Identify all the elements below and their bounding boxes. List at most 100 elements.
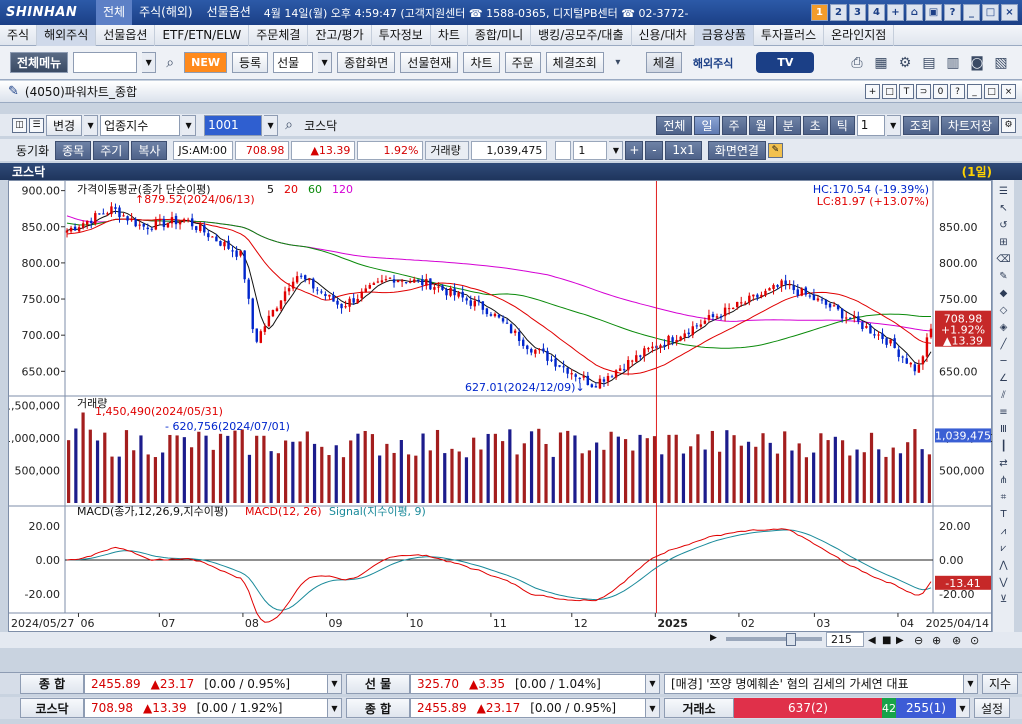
query-button[interactable]: 조회 [902,115,939,135]
all-menu-button[interactable]: 전체메뉴 [10,52,69,73]
first-icon[interactable]: ◀ [868,634,876,646]
fan-icon[interactable]: ⩗ [1000,543,1007,554]
calculator-icon[interactable]: ▦ [874,54,888,71]
hline-icon[interactable]: ─ [1000,356,1007,367]
new-badge-button[interactable]: NEW [184,52,228,73]
zero-icon[interactable]: 0 [933,84,948,99]
all-icon[interactable]: ⊞ [999,237,1008,248]
fan-icon[interactable]: ⋁ [999,577,1008,588]
chevron-down-icon[interactable]: ▼ [964,673,978,694]
fib-icon[interactable]: Ⅲ [1000,424,1007,435]
menu-item-balance[interactable]: 잔고/평가 [308,24,372,46]
overseas-stock-link[interactable]: 해외주식 [692,56,734,70]
crosshair-icon[interactable]: ⊙ [970,633,980,647]
menu-item-stock[interactable]: 주식 [0,24,38,46]
chevron-down-icon[interactable]: ▼ [84,114,99,136]
menu-item-futures[interactable]: 선물옵션 [96,24,156,46]
tv-button[interactable]: TV [756,52,815,73]
chart-save-button[interactable]: 차트저장 [940,115,999,135]
chevron-down-icon[interactable]: ▼ [956,698,970,718]
chevron-down-icon[interactable]: ▼ [646,673,660,694]
menu-item-mini[interactable]: 종합/미니 [468,24,532,46]
channel-icon[interactable]: ≡ [999,407,1008,418]
period-value-input[interactable]: 1 [856,114,885,136]
register-button[interactable]: 등록 [232,52,269,73]
fan-icon[interactable]: ⋀ [999,560,1008,571]
pen-icon[interactable]: ✎ [999,271,1008,282]
index-button[interactable]: 지수 [982,673,1018,694]
pencil-icon[interactable]: ✎ [767,142,783,158]
code-input[interactable]: 1001 [204,114,263,136]
tag-icon[interactable]: ◆ [999,288,1008,299]
execution-query-button[interactable]: 체결조회 [545,52,604,73]
menu-item-financial-products[interactable]: 금융상품 [694,24,754,46]
undo-icon[interactable]: ↺ [999,220,1008,231]
zoom-slider-handle[interactable] [786,633,796,646]
play-icon[interactable]: ▶ [896,634,904,646]
chevron-down-icon[interactable]: ▼ [182,114,197,136]
maximize-icon[interactable]: □ [984,84,999,99]
futures-combo[interactable]: 선물 [273,52,314,73]
chevron-down-icon[interactable]: ▼ [318,52,333,73]
period-week[interactable]: 주 [721,115,747,135]
order-button[interactable]: 주문 [504,52,541,73]
menu-item-order[interactable]: 주문체결 [249,24,309,46]
period-day[interactable]: 일 [694,115,720,135]
menu-item-invest-info[interactable]: 투자정보 [372,24,431,46]
lock-icon[interactable]: ◙ [970,54,984,71]
zoom-input[interactable]: 215 [826,632,864,647]
copy-icon[interactable]: □ [882,84,897,99]
zoom-in-icon[interactable]: ⊕ [932,633,942,647]
maximize-icon[interactable]: □ [982,4,999,21]
scroll-right-icon[interactable]: ▶ [710,633,717,643]
lock-icon[interactable]: ▣ [925,4,942,21]
chart-canvas[interactable]: 900.00 850.00 800.00 750.00 700.00 650.00 850.… [4,181,995,633]
ticker-kospi-label[interactable]: 종 합 [20,673,84,694]
arrow-icon[interactable]: ⇄ [999,458,1008,469]
tab-stock-overseas[interactable]: 주식(해외) [139,5,193,19]
printer-icon[interactable]: ⎙ [851,54,863,71]
screen-link-button[interactable]: 화면연결 [707,140,766,160]
page-add-button[interactable]: + [887,4,904,21]
layout-button[interactable]: 1x1 [665,140,702,160]
sync-period-button[interactable]: 주기 [93,140,130,160]
sync-stock-button[interactable]: 종목 [55,140,92,160]
toggle-panel-icon[interactable]: ◫ [12,117,27,133]
page-button-1[interactable]: 1 [811,4,828,21]
text-icon[interactable]: T [1000,509,1007,520]
trend-icon[interactable]: ⫽ [1001,390,1006,401]
vertical-icon[interactable]: ┃ [1000,441,1007,452]
tab-futures-options[interactable]: 선물옵션 [206,5,251,19]
checkbox[interactable] [555,140,572,160]
chevron-down-icon[interactable]: ▼ [142,52,157,73]
search-icon[interactable]: ⌕ [166,54,175,71]
layout-icon[interactable]: ▥ [946,54,960,71]
gear-icon[interactable]: ⚙ [1001,117,1016,133]
page-button-3[interactable]: 3 [849,4,866,21]
chevron-down-icon[interactable]: ▼ [328,698,342,718]
add-icon[interactable]: + [625,140,644,160]
window-icon[interactable]: ▤ [922,54,936,71]
angle-icon[interactable]: ∠ [999,373,1008,384]
search-icon[interactable]: ⌕ [285,117,294,133]
menu-item-etf[interactable]: ETF/ETN/ELW [155,24,250,46]
ticker-kosdaq-label[interactable]: 코스닥 [20,698,84,718]
fan-icon[interactable]: ⩘ [1000,526,1007,537]
chevron-down-icon[interactable]: ▼ [886,114,901,136]
menu-item-online-branch[interactable]: 온라인지점 [824,24,895,46]
period-minute[interactable]: 분 [775,115,801,135]
toggle-list-icon[interactable]: ☰ [29,117,44,133]
eraser-icon[interactable]: ⌫ [996,254,1011,265]
cursor-icon[interactable]: ↖ [999,203,1008,214]
link-icon[interactable]: ⊃ [916,84,931,99]
copy-button[interactable]: 복사 [131,140,168,160]
minimize-icon[interactable]: _ [963,4,980,21]
chevron-down-icon[interactable]: ▼ [328,673,342,694]
menu-item-credit[interactable]: 신용/대차 [632,24,695,46]
help-icon[interactable]: ? [950,84,965,99]
save-icon[interactable]: ▧ [994,54,1008,71]
chart-area[interactable]: 900.00 850.00 800.00 750.00 700.00 650.00 850.… [4,180,995,633]
execution-button[interactable]: 체결 [645,52,682,73]
fork-icon[interactable]: ⋔ [999,475,1008,486]
category-select[interactable]: 업종지수 [100,114,181,136]
